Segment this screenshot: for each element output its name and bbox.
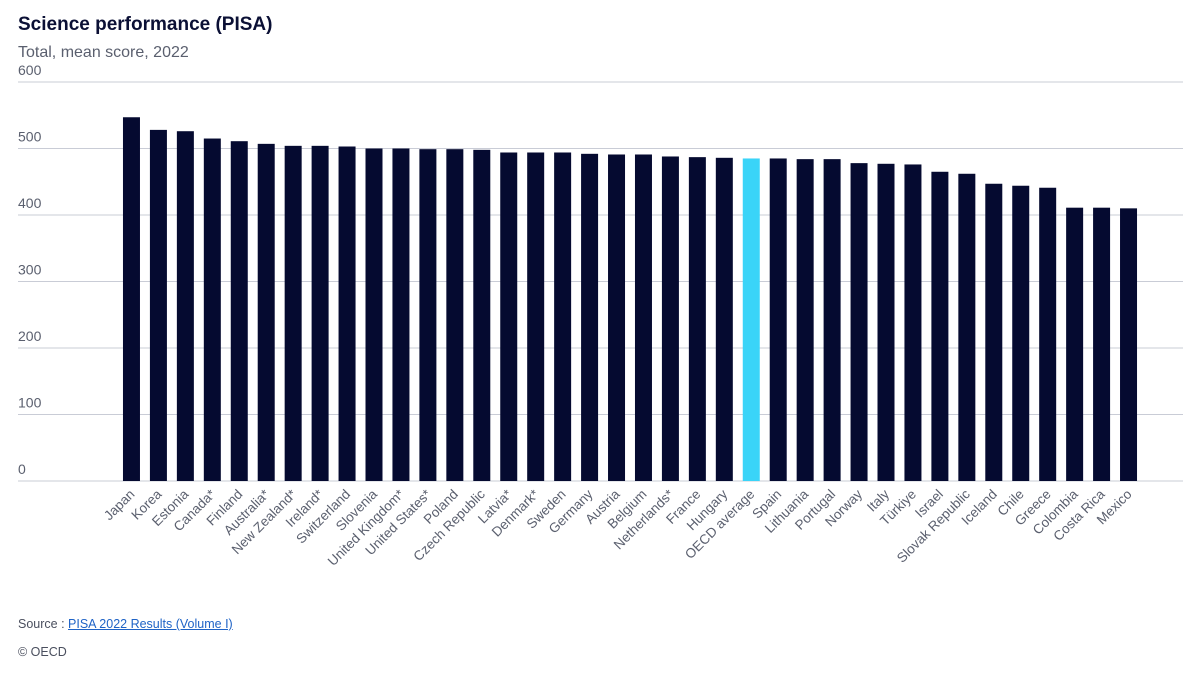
bar-korea[interactable] xyxy=(149,129,167,481)
bar-oecd-average[interactable] xyxy=(742,158,760,481)
source-prefix: Source : xyxy=(18,617,69,631)
bar-poland[interactable] xyxy=(446,149,464,482)
bar-israel[interactable] xyxy=(931,171,949,481)
bar-czech-republic[interactable] xyxy=(473,149,491,481)
bar-australia[interactable] xyxy=(257,143,275,481)
bar-hungary[interactable] xyxy=(715,157,733,481)
bar-estonia[interactable] xyxy=(176,131,194,481)
bar-italy[interactable] xyxy=(877,163,895,482)
bar-latvia[interactable] xyxy=(500,152,518,482)
bar-switzerland[interactable] xyxy=(338,146,356,482)
bar-ireland[interactable] xyxy=(311,145,329,481)
bar-spain[interactable] xyxy=(769,158,787,481)
chart-title: Science performance (PISA) xyxy=(18,14,273,35)
bar-chile[interactable] xyxy=(1012,185,1030,482)
bar-japan[interactable] xyxy=(122,117,140,481)
bar-t-rkiye[interactable] xyxy=(904,164,922,481)
x-category-label: Japan xyxy=(101,487,138,524)
bar-slovak-republic[interactable] xyxy=(958,173,976,481)
bar-united-kingdom[interactable] xyxy=(392,148,410,482)
y-tick-label: 400 xyxy=(18,195,42,211)
bar-denmark[interactable] xyxy=(527,152,545,482)
bar-colombia[interactable] xyxy=(1066,207,1084,481)
bar-canada[interactable] xyxy=(203,138,221,481)
bar-portugal[interactable] xyxy=(823,159,841,481)
bar-greece[interactable] xyxy=(1039,187,1057,482)
y-tick-label: 600 xyxy=(18,62,42,78)
bar-mexico[interactable] xyxy=(1120,208,1138,481)
bar-lithuania[interactable] xyxy=(796,159,814,481)
bar-sweden[interactable] xyxy=(554,152,572,482)
bar-netherlands[interactable] xyxy=(661,156,679,482)
bar-costa-rica[interactable] xyxy=(1093,207,1111,481)
source-note: Source : PISA 2022 Results (Volume I) xyxy=(18,617,233,631)
bar-finland[interactable] xyxy=(230,141,248,481)
bar-slovenia[interactable] xyxy=(365,148,383,482)
bar-belgium[interactable] xyxy=(634,154,652,482)
y-tick-label: 300 xyxy=(18,262,42,278)
bar-germany[interactable] xyxy=(581,153,599,481)
bar-iceland[interactable] xyxy=(985,183,1003,481)
y-tick-label: 0 xyxy=(18,461,26,477)
source-link[interactable]: PISA 2022 Results (Volume I) xyxy=(68,617,233,631)
y-tick-label: 100 xyxy=(18,395,42,411)
bar-france[interactable] xyxy=(688,157,706,481)
y-tick-label: 200 xyxy=(18,328,42,344)
bar-austria[interactable] xyxy=(608,154,626,482)
copyright: © OECD xyxy=(18,645,67,659)
y-tick-label: 500 xyxy=(18,129,42,145)
bar-united-states[interactable] xyxy=(419,149,437,482)
bar-chart: 0100200300400500600JapanKoreaEstoniaCana… xyxy=(18,62,1183,569)
bar-new-zealand[interactable] xyxy=(284,145,302,481)
chart-subtitle: Total, mean score, 2022 xyxy=(18,44,189,61)
bar-norway[interactable] xyxy=(850,163,868,481)
